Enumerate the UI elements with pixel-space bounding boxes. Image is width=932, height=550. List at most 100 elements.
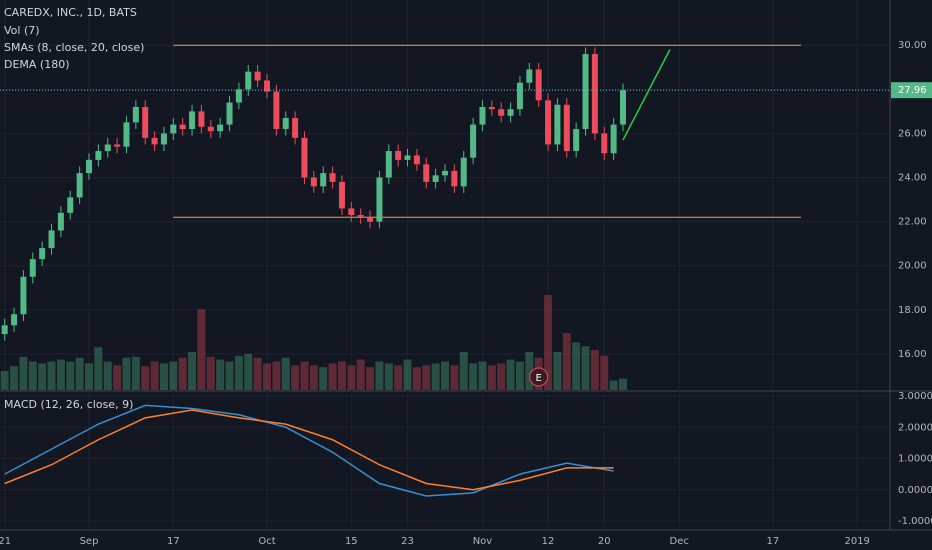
candle-body xyxy=(217,124,224,132)
candle-body xyxy=(591,54,598,134)
volume-bar xyxy=(253,357,262,390)
volume-bar xyxy=(506,359,515,390)
volume-bar xyxy=(178,357,187,390)
volume-bar xyxy=(366,367,375,390)
candle-body xyxy=(470,124,477,158)
volume-bar xyxy=(544,295,553,390)
signal-line xyxy=(4,409,614,491)
candle-body xyxy=(142,106,149,138)
y-tick-label: 3.0000 xyxy=(898,391,932,402)
candle-body xyxy=(338,181,345,209)
candle-body xyxy=(132,106,139,123)
x-tick-label: Oct xyxy=(258,536,275,547)
candle-body xyxy=(432,175,439,182)
volume-bar xyxy=(328,363,337,390)
candle-body xyxy=(301,137,308,178)
trend-line xyxy=(622,49,671,141)
candle-body xyxy=(151,137,158,145)
volume-bar xyxy=(553,352,562,390)
candle-body xyxy=(385,151,392,178)
candle-body xyxy=(160,133,167,145)
candle-body xyxy=(573,129,580,152)
candle-body xyxy=(207,126,214,132)
volume-bar xyxy=(263,363,271,390)
indicator-label: SMAs (8, close, 20, close) xyxy=(4,41,144,54)
candle-body xyxy=(423,164,430,182)
candle-body xyxy=(170,124,177,134)
candle-body xyxy=(376,177,383,222)
candle-body xyxy=(20,276,27,315)
volume-bar xyxy=(319,367,328,390)
macd-title: MACD (12, 26, close, 9) xyxy=(4,398,133,411)
candle-body xyxy=(535,69,542,101)
volume-bar xyxy=(188,352,197,390)
volume-bar xyxy=(10,366,19,390)
candle-body xyxy=(179,124,186,130)
volume-bar xyxy=(150,361,159,390)
x-tick-label: 23 xyxy=(401,536,414,547)
candle-body xyxy=(264,80,270,92)
earnings-label: E xyxy=(536,373,542,384)
candle-body xyxy=(95,151,102,160)
volume-bar xyxy=(337,361,346,390)
candle-body xyxy=(254,71,261,81)
x-tick-label: 12 xyxy=(542,536,555,547)
candle-body xyxy=(554,104,561,145)
y-tick-label: 26.00 xyxy=(898,128,927,139)
indicator-label: Vol (7) xyxy=(4,24,40,37)
candle-body xyxy=(86,159,92,174)
price-label-box xyxy=(891,82,932,99)
y-tick-label: -1.0000 xyxy=(898,516,932,527)
candle-body xyxy=(226,102,233,125)
candle-body xyxy=(245,71,252,90)
x-tick-label: 15 xyxy=(345,536,358,547)
candle-body xyxy=(620,90,626,125)
volume-bar xyxy=(412,367,421,390)
candle-body xyxy=(320,173,327,187)
volume-bar xyxy=(347,365,356,390)
volume-bar xyxy=(38,363,47,390)
candle-body xyxy=(39,248,46,260)
volume-bar xyxy=(375,361,384,390)
volume-bar xyxy=(478,361,487,390)
candle-body xyxy=(48,230,55,249)
candle-body xyxy=(610,124,617,154)
y-tick-label: 20.00 xyxy=(898,261,927,272)
candle-body xyxy=(488,106,495,110)
x-tick-label: 20 xyxy=(598,536,611,547)
y-tick-label: 0.0000 xyxy=(898,485,932,496)
candle-body xyxy=(460,157,467,187)
indicator-label: DEMA (180) xyxy=(4,58,70,71)
volume-bar xyxy=(159,363,168,390)
candle-body xyxy=(198,111,205,127)
y-tick-label: 22.00 xyxy=(898,217,927,228)
candle-body xyxy=(123,122,130,147)
volume-bar xyxy=(272,361,281,390)
volume-bar xyxy=(103,361,112,390)
volume-bar xyxy=(431,363,440,390)
volume-bar xyxy=(94,347,103,390)
volume-bar xyxy=(441,361,449,390)
price-label: 27.96 xyxy=(898,85,927,96)
candle-body xyxy=(367,217,374,222)
y-tick-label: 2.0000 xyxy=(898,422,932,433)
candle-body xyxy=(348,208,355,216)
volume-bar xyxy=(169,361,178,390)
volume-bar xyxy=(19,356,28,390)
candle-body xyxy=(516,82,523,110)
volume-bar xyxy=(281,357,290,390)
candle-body xyxy=(114,144,121,147)
x-tick-label: 17 xyxy=(767,536,780,547)
candle-body xyxy=(235,89,242,103)
candle-body xyxy=(357,215,364,218)
volume-bar xyxy=(85,363,93,390)
volume-bar xyxy=(384,363,393,390)
volume-bar xyxy=(56,359,65,390)
volume-bar xyxy=(197,309,206,390)
volume-bar xyxy=(525,352,534,390)
volume-bar xyxy=(234,355,243,390)
volume-bar xyxy=(66,361,75,390)
candle-body xyxy=(29,259,36,277)
volume-bar xyxy=(515,361,524,390)
candle-body xyxy=(189,111,196,130)
